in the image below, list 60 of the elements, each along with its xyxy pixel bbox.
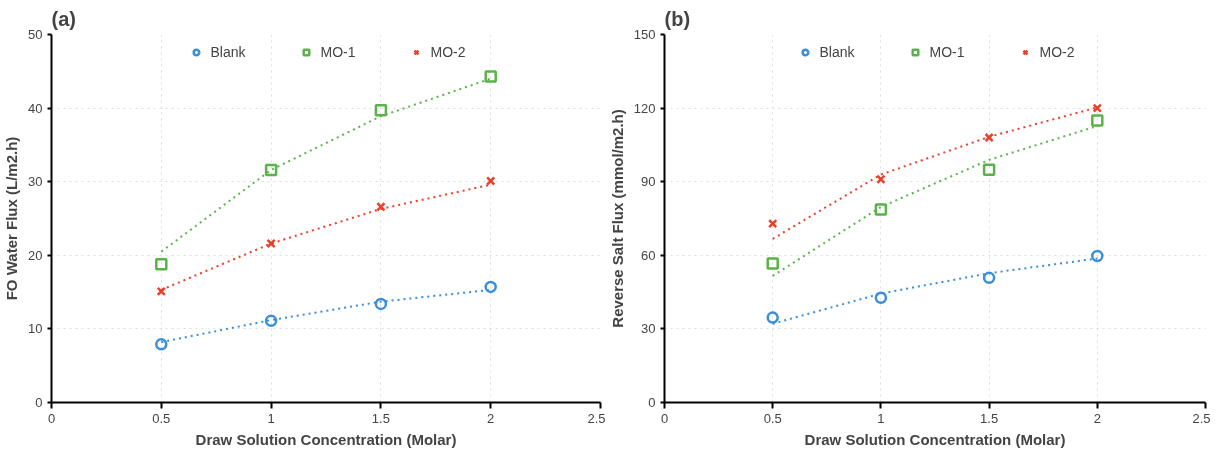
x-tick-label: 2: [487, 410, 495, 426]
legend-label: MO-2: [1039, 44, 1075, 60]
chart-title: (b): [664, 7, 691, 30]
x-tick-label: 0: [660, 410, 669, 426]
point: [374, 104, 388, 117]
y-tick-label: 0: [35, 395, 43, 410]
point: [766, 311, 779, 324]
y-tick-label: 10: [28, 321, 43, 337]
legend-label: Blank: [819, 44, 855, 60]
point: [1092, 103, 1103, 113]
x-tick-label: 1: [877, 410, 885, 426]
point: [156, 286, 167, 297]
x-tick-label: 1.5: [371, 410, 390, 426]
point: [874, 291, 888, 304]
x-tick-label: 0.5: [763, 410, 782, 426]
y-tick-label: 60: [641, 247, 656, 263]
x-tick-label: 2.5: [587, 410, 606, 426]
x-axis-title: Draw Solution Concentration (Molar): [804, 430, 1066, 448]
point: [1091, 114, 1104, 127]
chart-title: (a): [51, 7, 76, 30]
legend-label: MO-1: [320, 44, 356, 60]
legend-label: MO-1: [929, 44, 965, 60]
x-tick-label: 0.5: [152, 410, 171, 426]
point: [374, 297, 388, 311]
point: [155, 257, 168, 271]
point: [982, 271, 996, 285]
x-tick-label: 1: [267, 410, 275, 426]
y-axis-title: FO Water Flux (L/m2.h): [3, 136, 21, 301]
y-tick-label: 30: [641, 321, 656, 337]
y-tick-label: 120: [633, 100, 656, 116]
point: [874, 203, 888, 216]
point: [266, 238, 276, 249]
y-tick-label: 150: [633, 27, 656, 42]
point: [264, 314, 278, 328]
y-tick-label: 20: [28, 247, 43, 263]
point: [982, 163, 996, 176]
point: [1091, 249, 1104, 263]
point: [155, 338, 168, 351]
point: [767, 218, 778, 229]
point: [876, 174, 886, 185]
y-axis-title: Reverse Salt Flux (mmol/m2.h): [608, 109, 626, 328]
y-tick-label: 0: [648, 395, 656, 410]
legend-label: Blank: [210, 44, 246, 60]
point: [264, 163, 278, 177]
point: [485, 176, 496, 186]
point: [984, 132, 994, 143]
y-tick-label: 40: [28, 100, 43, 116]
x-tick-label: 0: [47, 410, 56, 426]
y-tick-label: 90: [641, 174, 656, 190]
x-tick-label: 2.5: [1192, 410, 1211, 426]
point: [766, 257, 779, 270]
point: [484, 70, 497, 83]
point: [376, 201, 386, 212]
x-axis-title: Draw Solution Concentration (Molar): [195, 430, 457, 448]
legend-label: MO-2: [430, 44, 466, 60]
x-tick-label: 2: [1093, 410, 1101, 426]
y-tick-label: 50: [28, 27, 43, 42]
point: [484, 280, 497, 294]
x-tick-label: 1.5: [980, 410, 999, 426]
y-tick-label: 30: [28, 174, 43, 190]
